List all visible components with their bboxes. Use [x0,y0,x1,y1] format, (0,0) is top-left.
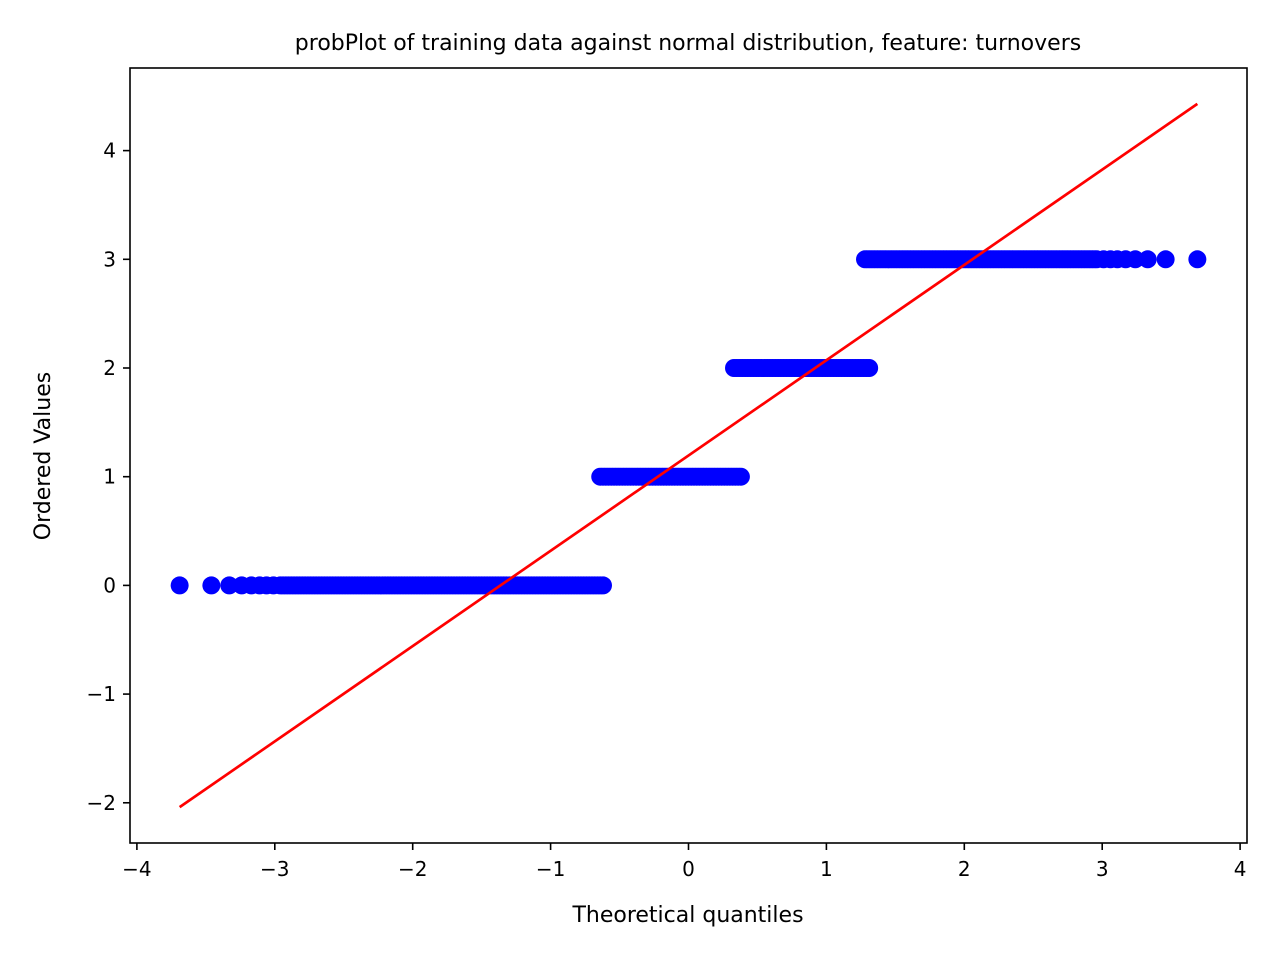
data-point [1156,250,1175,269]
chart-title: probPlot of training data against normal… [295,31,1081,56]
x-tick-label: −4 [122,857,151,881]
data-point [220,576,239,595]
fit-lines [178,102,1199,809]
x-tick-label: −2 [398,857,427,881]
x-tick-label: 0 [682,857,695,881]
data-point [1138,250,1157,269]
x-axis: −4 −3 −2 −1 0 1 2 3 4 [122,843,1246,881]
x-axis-label: Theoretical quantiles [571,903,803,928]
y-tick-label: 1 [103,465,116,489]
data-point [860,359,879,377]
y-tick-label: 2 [103,356,116,380]
fit-line [178,102,1199,809]
y-tick-label: 0 [103,573,116,597]
data-point [264,576,283,595]
y-tick-label: −2 [87,791,116,815]
x-tick-label: 3 [1096,857,1109,881]
y-tick-label: 3 [103,247,116,271]
data-point [202,576,221,595]
data-point [1188,250,1207,269]
x-tick-label: 2 [958,857,971,881]
x-tick-label: −1 [536,857,565,881]
y-axis-label: Ordered Values [31,372,56,540]
y-tick-label: −1 [87,682,116,706]
data-points [170,250,1207,595]
y-tick-label: 4 [103,139,116,163]
data-point [731,467,750,486]
plot-area [129,67,1248,844]
x-tick-label: −3 [260,857,289,881]
x-tick-label: 1 [820,857,833,881]
data-point [594,576,613,595]
y-axis: −2 −1 0 1 2 3 4 [87,139,130,815]
data-point [170,576,189,595]
data-point [1094,250,1113,269]
x-tick-label: 4 [1234,857,1247,881]
